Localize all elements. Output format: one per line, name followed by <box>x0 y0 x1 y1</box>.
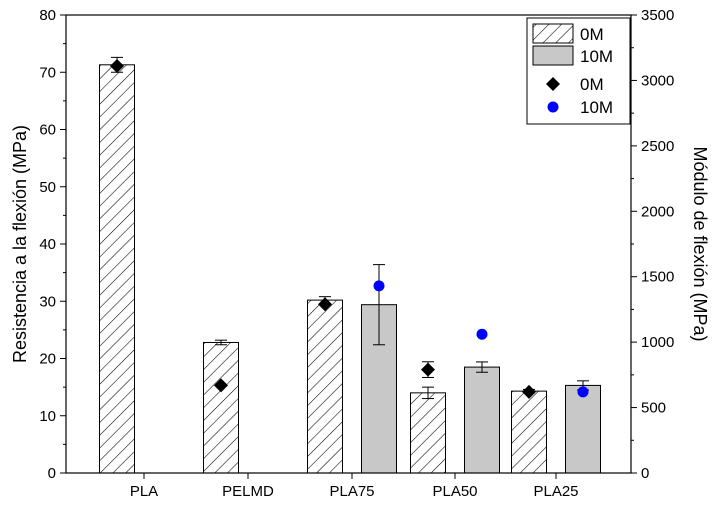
y-tick-label: 70 <box>39 64 56 81</box>
bar-0m-pla25 <box>511 390 547 474</box>
y2-axis-label: Módulo de flexión (MPa) <box>690 146 710 341</box>
point-0m-pla <box>110 59 124 74</box>
legend-item-bar-10m-swatch <box>532 45 574 66</box>
bar-0m-pla50 <box>410 392 446 474</box>
y2-tick-label: 2000 <box>641 203 674 220</box>
legend-item-bar-0m-label: 0M <box>580 25 604 44</box>
y2-tick-label: 0 <box>641 465 649 482</box>
legend-item-bar-10m-label: 10M <box>580 47 613 66</box>
bar-10m-pla50 <box>464 366 500 474</box>
y-tick-label: 50 <box>39 179 56 196</box>
point-0m-pelmd <box>214 378 228 393</box>
bar-0m-pla <box>99 64 135 474</box>
points-layer <box>110 59 589 399</box>
bar-0m-pla75 <box>307 299 343 474</box>
y-tick-label: 30 <box>39 293 56 310</box>
legend: 0M 10M 0M 10M <box>526 17 631 125</box>
errorbar-0m-pelmd <box>215 339 227 346</box>
axes-layer: 0 10 20 30 40 50 60 70 80 0 500 1000 1500 2000 2500 300… <box>39 7 674 500</box>
errorbar-10m-pla75 <box>373 264 385 346</box>
y2-tick-label: 1000 <box>641 334 674 351</box>
point-10m-pla75 <box>373 280 385 292</box>
y-tick-label: 0 <box>48 465 56 482</box>
point-0m-pla50 <box>421 362 435 377</box>
x-tick-label: PLA75 <box>329 483 374 500</box>
legend-item-scatter-0m-label: 0M <box>580 75 604 94</box>
legend-item-scatter-10m-marker <box>547 101 559 113</box>
point-0m-pla25 <box>522 384 536 399</box>
y-axis-label: Resistencia a la flexión (MPa) <box>10 125 30 363</box>
legend-item-scatter-10m-label: 10M <box>580 98 613 117</box>
legend-item-scatter-0m-marker <box>546 77 560 91</box>
legend-item-bar-0m-swatch <box>532 23 574 44</box>
bar-0m-pelmd <box>203 341 239 474</box>
errorbar-0m-pla50 <box>422 386 434 400</box>
point-0m-pla75 <box>318 297 332 312</box>
x-tick-label: PLA <box>130 483 158 500</box>
y-tick-label: 80 <box>39 7 56 24</box>
point-10m-pla25 <box>577 386 589 398</box>
y2-tick-label: 3500 <box>641 7 674 24</box>
y2-tick-label: 3000 <box>641 72 674 89</box>
point-10m-pla50 <box>476 328 488 340</box>
y2-tick-label: 500 <box>641 400 666 417</box>
y-tick-label: 40 <box>39 236 56 253</box>
x-tick-label: PLA25 <box>533 483 578 500</box>
x-tick-label: PELMD <box>222 483 274 500</box>
y2-tick-label: 1500 <box>641 269 674 286</box>
errorbar-10m-pla50 <box>476 361 488 373</box>
bar-10m-pla25 <box>565 384 601 474</box>
x-tick-label: PLA50 <box>432 483 477 500</box>
bars-layer <box>99 56 601 474</box>
y-tick-label: 60 <box>39 122 56 139</box>
y2-tick-label: 2500 <box>641 138 674 155</box>
y-tick-label: 20 <box>39 351 56 368</box>
y-tick-label: 10 <box>39 408 56 425</box>
